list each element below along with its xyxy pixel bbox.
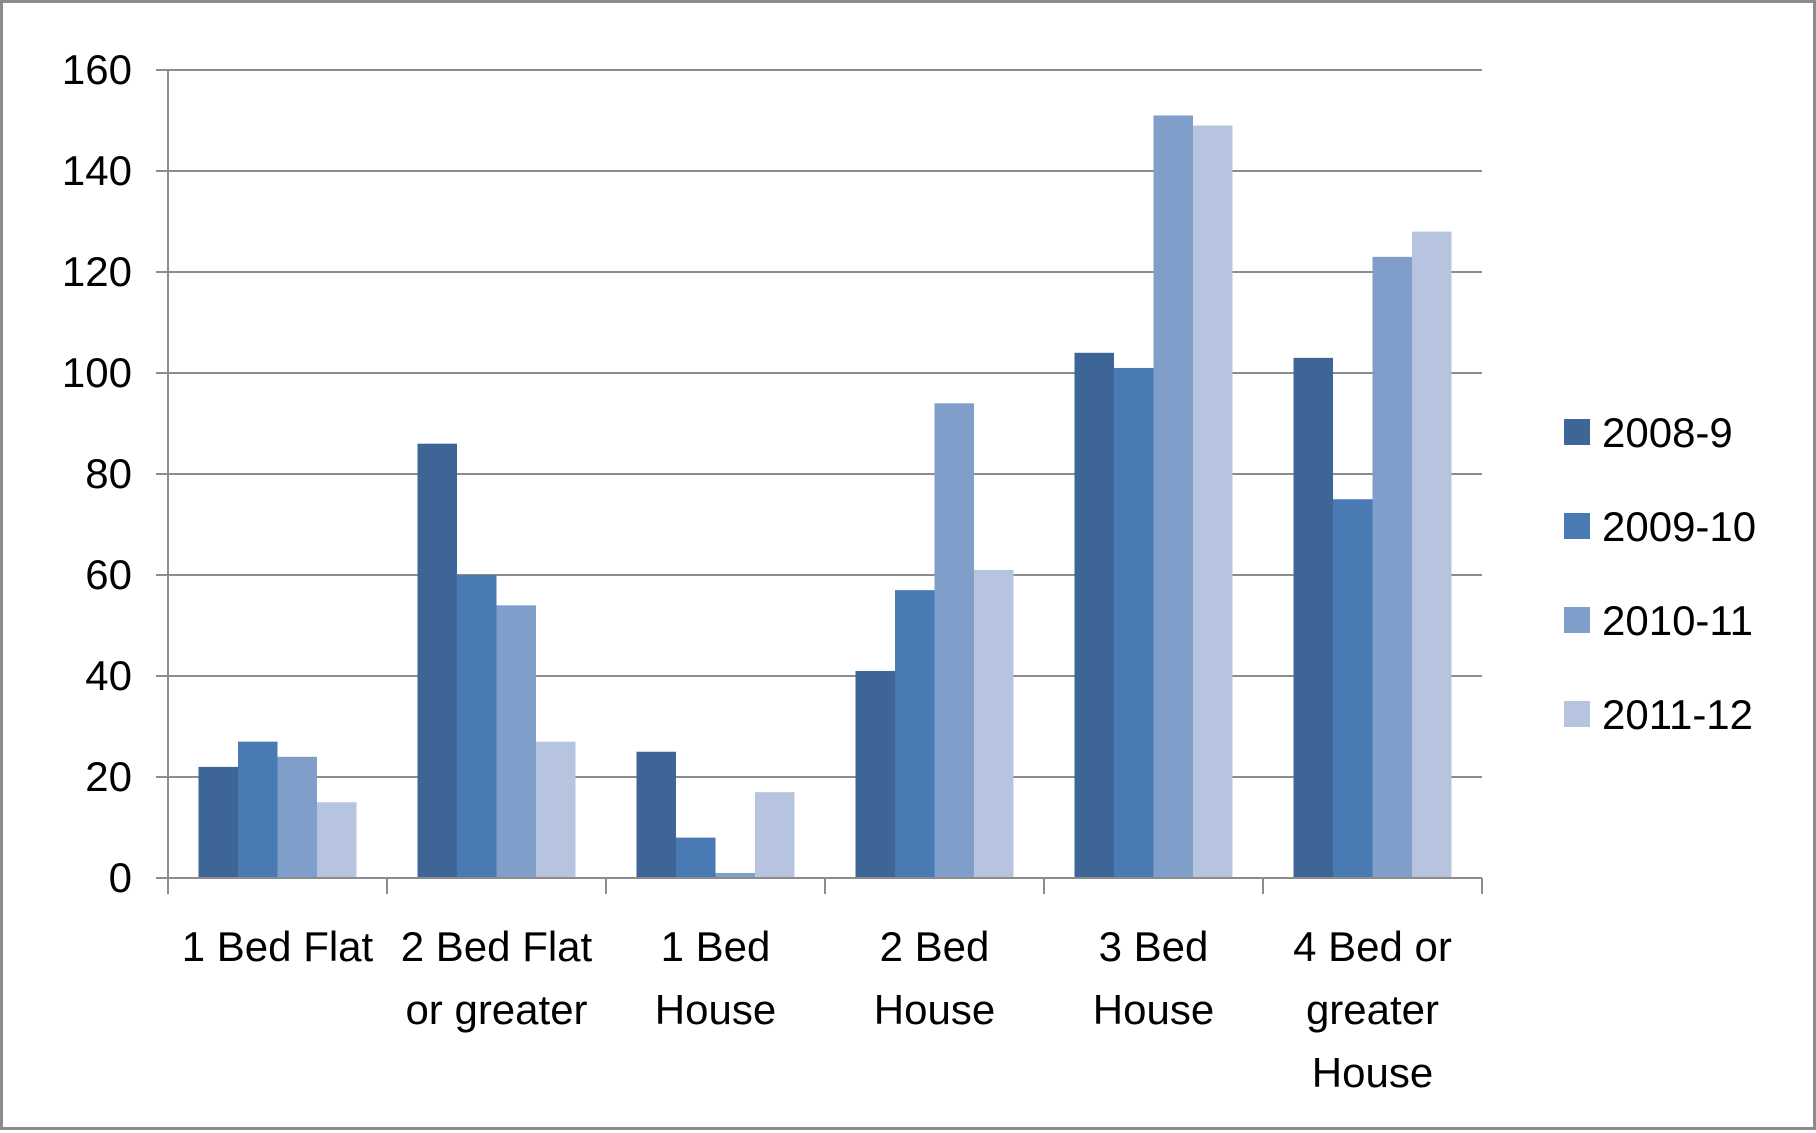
x-tick-label: House (655, 986, 776, 1033)
bars (198, 115, 1452, 879)
x-tick-label: House (874, 986, 995, 1033)
y-tick-label: 160 (62, 46, 132, 93)
bar (1293, 357, 1333, 879)
bar (238, 741, 278, 878)
legend-swatch (1564, 701, 1590, 727)
bar (974, 569, 1014, 878)
bar (855, 670, 895, 878)
bar (317, 802, 357, 878)
bar (1333, 499, 1373, 878)
bar (536, 741, 576, 878)
bar (1114, 367, 1154, 878)
legend-swatch (1564, 607, 1590, 633)
bar (934, 403, 974, 878)
legend-label: 2008-9 (1602, 409, 1733, 456)
legend-label: 2010-11 (1602, 597, 1753, 644)
gridlines (168, 69, 1482, 778)
y-tick-label: 40 (85, 652, 132, 699)
x-tick-label: 3 Bed (1099, 923, 1209, 970)
legend-label: 2011-12 (1602, 691, 1753, 738)
bar (277, 756, 317, 878)
y-tick-label: 20 (85, 753, 132, 800)
bar-chart: 0 20 40 60 80 100 120 140 160 1 Bed Flat 2 Bed Fl… (62, 46, 1756, 1096)
bar (1193, 125, 1233, 879)
y-tick-label: 60 (85, 551, 132, 598)
bar (895, 590, 935, 878)
bar (198, 766, 238, 878)
x-tick-label: 2 Bed (880, 923, 990, 970)
x-tick-label: 2 Bed Flat (401, 923, 593, 970)
y-tick-label: 80 (85, 450, 132, 497)
bar (715, 872, 755, 878)
y-tick-label: 0 (109, 854, 132, 901)
x-tick-label: or greater (405, 986, 587, 1033)
bar (1153, 115, 1193, 878)
bar (1412, 231, 1452, 879)
bar (755, 792, 795, 878)
x-tick-label: 4 Bed or (1293, 923, 1452, 970)
y-tick-label: 140 (62, 147, 132, 194)
bar (496, 605, 536, 878)
bar (457, 575, 497, 878)
x-tick-label: House (1093, 986, 1214, 1033)
y-tick-label: 120 (62, 248, 132, 295)
axes (167, 70, 1483, 894)
bar (636, 751, 676, 878)
y-tick-label: 100 (62, 349, 132, 396)
x-tick-label: 1 Bed Flat (182, 923, 374, 970)
legend: 2008-9 2009-10 2010-11 2011-12 (1564, 409, 1756, 738)
legend-swatch (1564, 419, 1590, 445)
legend-label: 2009-10 (1602, 503, 1756, 550)
x-tick-label: 1 Bed (661, 923, 771, 970)
bar (1372, 256, 1412, 879)
legend-swatch (1564, 513, 1590, 539)
y-axis-ticks: 0 20 40 60 80 100 120 140 160 (62, 46, 168, 901)
bar (676, 837, 716, 878)
x-axis-labels: 1 Bed Flat 2 Bed Flat or greater 1 Bed House… (182, 923, 1452, 1096)
x-tick-label: greater (1306, 986, 1439, 1033)
bar (1074, 352, 1114, 878)
x-tick-label: House (1312, 1049, 1433, 1096)
bar (417, 443, 457, 878)
